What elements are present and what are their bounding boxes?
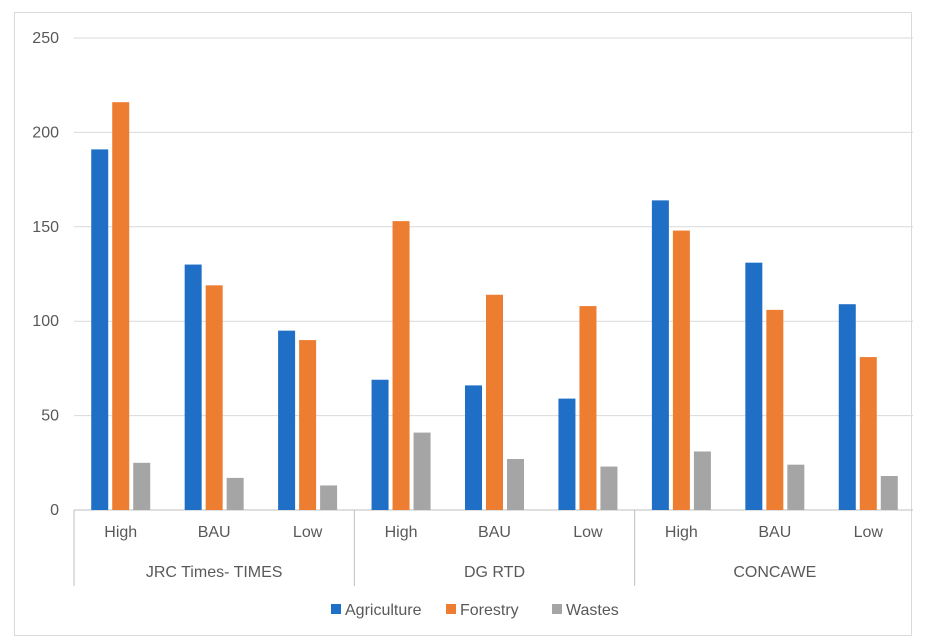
bar-wastes [320,485,338,510]
y-axis-ticks: 0 50 100 150 200 250 [32,30,59,519]
bar-wastes [413,432,431,510]
x-group-label: JRC Times- TIMES [146,564,283,581]
bar-agriculture [91,149,109,510]
bar-agriculture [558,398,576,510]
chart-container: 0 50 100 150 200 250 High BAU Low High BAU Low High… [14,12,913,636]
legend-swatch [446,604,456,614]
bar-agriculture [465,385,482,510]
bar-forestry [392,221,410,511]
y-tick-label: 250 [32,30,59,47]
x-tick-label: BAU [478,524,511,541]
x-tick-label: High [665,524,698,541]
x-tick-label: BAU [758,524,791,541]
bar-forestry [486,294,503,510]
bar-wastes [507,459,524,510]
legend-label: Forestry [460,602,519,619]
bar-wastes [133,462,151,510]
legend-swatch [331,604,341,614]
x-tick-label: Low [854,524,884,541]
legend-label: Wastes [566,602,619,619]
bar-wastes [226,477,244,510]
x-tick-label: High [385,524,418,541]
bar-forestry [859,357,877,510]
bar-forestry [205,285,223,510]
bar-wastes [787,464,805,510]
bar-wastes [600,466,618,510]
bar-forestry [579,306,597,510]
legend-label: Agriculture [345,602,422,619]
x-tick-label: Low [293,524,323,541]
x-tick-label: Low [573,524,603,541]
bar-agriculture [278,330,296,510]
legend: Agriculture Forestry Wastes [331,602,619,619]
y-tick-label: 0 [50,502,59,519]
x-tick-label: High [104,524,137,541]
y-tick-label: 150 [32,219,59,236]
x-group-label: DG RTD [464,564,525,581]
bar-agriculture [838,304,856,510]
bar-wastes [693,451,711,510]
y-tick-label: 50 [41,408,59,425]
x-group-label: CONCAWE [733,564,816,581]
legend-swatch [552,604,562,614]
y-tick-label: 100 [32,313,59,330]
bar-forestry [112,102,130,510]
bar-forestry [672,230,690,511]
bar-agriculture [651,200,669,511]
bar-forestry [766,309,784,510]
bars [91,102,898,511]
x-axis: High BAU Low High BAU Low High BAU Low JRC Times-… [73,510,884,586]
bar-agriculture [745,262,763,510]
y-tick-label: 200 [32,124,59,141]
bar-wastes [880,476,898,510]
bar-agriculture [184,264,202,510]
x-tick-label: BAU [198,524,231,541]
bar-agriculture [371,379,389,510]
bar-forestry [299,340,317,510]
